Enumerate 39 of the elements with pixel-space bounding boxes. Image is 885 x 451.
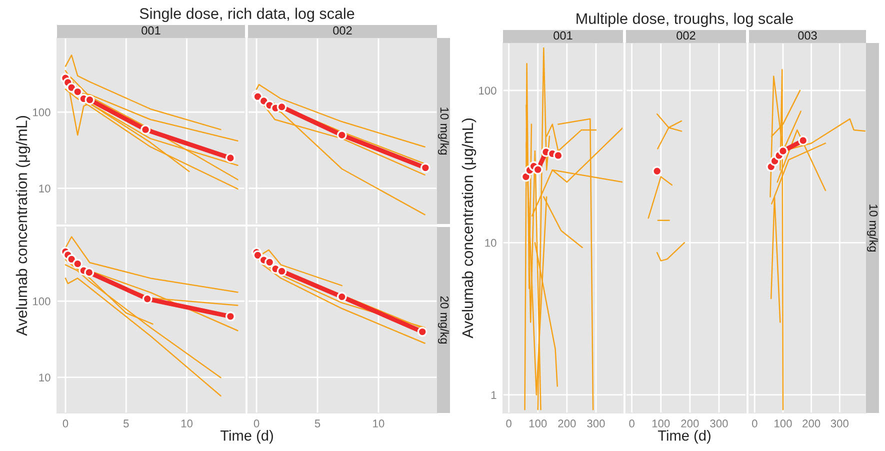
chart-subtitle: 002: [676, 31, 696, 40]
x-tick-label: 0: [629, 420, 634, 428]
x-tick-label: 300: [587, 420, 605, 428]
text: Multiple dose, troughs, log scale: [576, 12, 793, 27]
x-tick-label: 5: [314, 420, 320, 428]
x-tick-label: 200: [681, 420, 699, 428]
text: 10 mg/kg: [438, 108, 450, 155]
chart-subtitle: 001: [554, 31, 572, 40]
y-tick-label: 100: [33, 297, 50, 306]
y-tick-label: 100: [33, 108, 50, 116]
x-tick-label: 200: [558, 420, 576, 428]
x-tick-label: 0: [752, 420, 758, 428]
x-tick-label: 100: [652, 420, 670, 428]
x-tick-label: 0: [506, 420, 512, 428]
x-tick-label: 0: [62, 420, 68, 428]
x-axis-title: Time (d): [220, 430, 273, 444]
x-tick-label: 5: [123, 420, 129, 428]
y-tick-label: 1: [491, 391, 496, 399]
chart-subtitle: 002: [333, 26, 352, 35]
y-tick-label: 100: [479, 86, 496, 95]
y-tick-label: 10: [39, 374, 50, 382]
y-tick-label: 10: [39, 184, 50, 192]
x-axis-title: Time (d): [658, 430, 710, 444]
x-tick-label: 200: [802, 420, 820, 428]
y-axis-title: Avelumab concentration (μg/mL): [462, 118, 476, 338]
chart-subtitle: 003: [798, 31, 817, 40]
text: 20 mg/kg: [438, 296, 450, 344]
y-tick-label: 10: [485, 238, 496, 247]
x-tick-label: 300: [830, 420, 848, 428]
text: 10 mg/kg: [866, 204, 878, 252]
x-tick-label: 10: [373, 420, 384, 428]
x-tick-label: 100: [774, 420, 792, 428]
chart-title: Single dose, rich data, log scale: [140, 8, 354, 22]
chart-subtitle: 001: [142, 26, 160, 35]
x-tick-label: 10: [181, 420, 193, 428]
x-tick-label: 300: [710, 420, 728, 428]
y-axis-title: Avelumab concentration (μg/mL): [16, 116, 30, 336]
x-tick-label: 100: [529, 420, 547, 428]
x-tick-label: 0: [254, 420, 260, 428]
